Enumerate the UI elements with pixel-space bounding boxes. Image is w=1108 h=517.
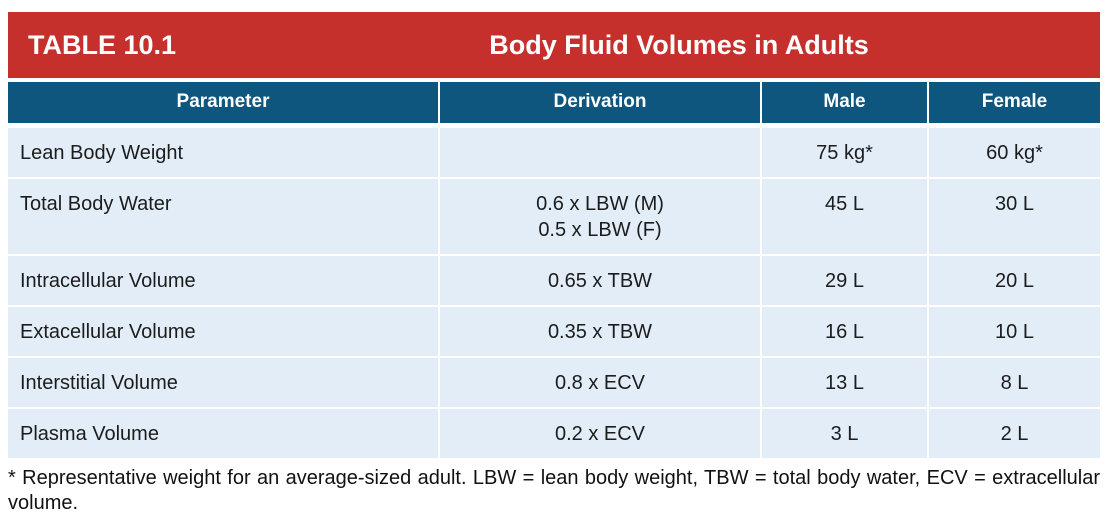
- cell-parameter: Lean Body Weight: [8, 128, 438, 177]
- derivation-line: 0.2 x ECV: [554, 423, 646, 445]
- table-row: Total Body Water 0.6 x LBW (M) 0.5 x LBW…: [8, 179, 1100, 254]
- table-title: Body Fluid Volumes in Adults: [489, 29, 869, 60]
- cell-derivation: 0.8 x ECV: [440, 358, 760, 407]
- cell-parameter: Extacellular Volume: [8, 307, 438, 356]
- cell-female: 8 L: [929, 358, 1100, 407]
- cell-male: 45 L: [762, 179, 927, 254]
- cell-male: 29 L: [762, 256, 927, 305]
- table-body: Lean Body Weight 75 kg* 60 kg* Total Bod…: [8, 128, 1100, 458]
- cell-parameter: Total Body Water: [8, 179, 438, 254]
- table-row: Extacellular Volume 0.35 x TBW 16 L 10 L: [8, 307, 1100, 356]
- column-header-male: Male: [762, 82, 927, 123]
- table-title-bar: TABLE 10.1 Body Fluid Volumes in Adults: [8, 12, 1100, 78]
- table-figure: TABLE 10.1 Body Fluid Volumes in Adults …: [8, 12, 1100, 516]
- cell-derivation: [440, 128, 760, 177]
- cell-male: 3 L: [762, 409, 927, 458]
- cell-parameter: Interstitial Volume: [8, 358, 438, 407]
- cell-parameter: Intracellular Volume: [8, 256, 438, 305]
- column-header-row: Parameter Derivation Male Female: [8, 82, 1100, 123]
- column-header-female: Female: [929, 82, 1100, 123]
- cell-parameter: Plasma Volume: [8, 409, 438, 458]
- derivation-line: 0.35 x TBW: [547, 321, 653, 343]
- cell-female: 30 L: [929, 179, 1100, 254]
- cell-derivation: 0.2 x ECV: [440, 409, 760, 458]
- cell-female: 10 L: [929, 307, 1100, 356]
- derivation-line: 0.5 x LBW (F): [538, 219, 662, 241]
- table-row: Plasma Volume 0.2 x ECV 3 L 2 L: [8, 409, 1100, 458]
- table-row: Intracellular Volume 0.65 x TBW 29 L 20 …: [8, 256, 1100, 305]
- derivation-line: 0.8 x ECV: [554, 372, 646, 394]
- cell-male: 16 L: [762, 307, 927, 356]
- column-header-parameter: Parameter: [8, 82, 438, 123]
- cell-male: 75 kg*: [762, 128, 927, 177]
- cell-derivation: 0.35 x TBW: [440, 307, 760, 356]
- table-row: Lean Body Weight 75 kg* 60 kg*: [8, 128, 1100, 177]
- cell-female: 20 L: [929, 256, 1100, 305]
- cell-derivation: 0.65 x TBW: [440, 256, 760, 305]
- table-row: Interstitial Volume 0.8 x ECV 13 L 8 L: [8, 358, 1100, 407]
- footnote: * Representative weight for an average-s…: [8, 467, 1100, 514]
- derivation-line: 0.65 x TBW: [547, 270, 653, 292]
- cell-male: 13 L: [762, 358, 927, 407]
- derivation-line: 0.6 x LBW (M): [536, 193, 664, 215]
- cell-female: 2 L: [929, 409, 1100, 458]
- table-number-label: TABLE 10.1: [28, 29, 177, 60]
- cell-female: 60 kg*: [929, 128, 1100, 177]
- column-header-derivation: Derivation: [440, 82, 760, 123]
- cell-derivation: 0.6 x LBW (M) 0.5 x LBW (F): [440, 179, 760, 254]
